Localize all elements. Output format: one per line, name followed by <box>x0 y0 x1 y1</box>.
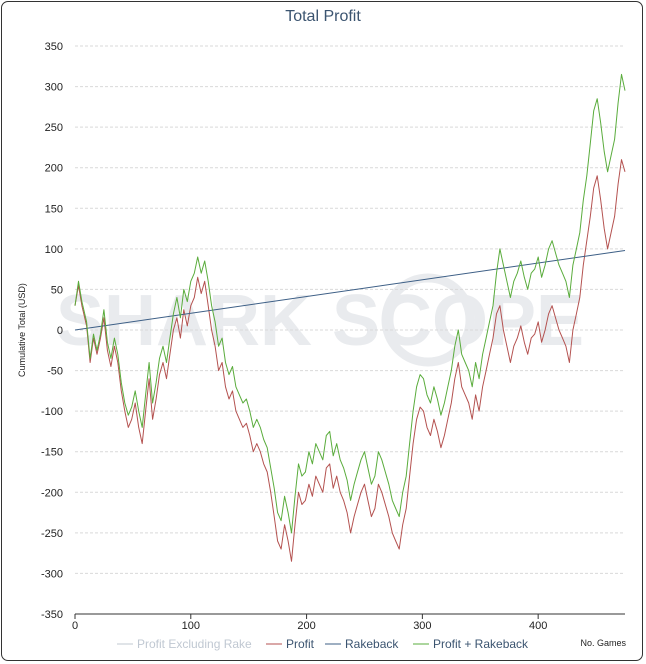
y-tick-label: -250 <box>41 528 63 540</box>
x-tick-label: 0 <box>72 620 78 632</box>
x-axis-label: No. Games <box>580 638 626 648</box>
y-tick-label: 0 <box>57 325 63 337</box>
series-line-profit <box>74 159 626 562</box>
y-tick-label: -150 <box>41 447 63 459</box>
axes: -350 -300 -250 -200 -150 -100 -50 0 50 100 150 200 2… <box>41 41 625 632</box>
y-tick-label: -50 <box>47 366 63 378</box>
y-tick-label: -100 <box>41 406 63 418</box>
chart-title: Total Profit <box>285 8 361 25</box>
y-tick-label: 300 <box>45 82 63 94</box>
y-tick-label: -300 <box>41 568 63 580</box>
y-axis-label: Cumulative Total (USD) <box>17 283 27 377</box>
legend-item-profit-excluding-rake[interactable]: Profit Excluding Rake <box>137 637 252 651</box>
legend-item-rakeback[interactable]: Rakeback <box>345 637 399 651</box>
x-tick-label: 300 <box>413 620 431 632</box>
y-tick-label: 50 <box>51 284 63 296</box>
y-tick-label: 100 <box>45 244 63 256</box>
y-tick-label: 250 <box>45 122 63 134</box>
legend: Profit Excluding Rake Profit Rakeback Profi… <box>117 637 529 651</box>
legend-item-profit[interactable]: Profit <box>286 637 315 651</box>
x-tick-label: 200 <box>297 620 315 632</box>
y-tick-label: 350 <box>45 41 63 53</box>
legend-item-profit-rakeback[interactable]: Profit + Rakeback <box>433 637 529 651</box>
y-tick-label: 150 <box>45 203 63 215</box>
y-tick-label: -200 <box>41 487 63 499</box>
y-tick-label: -350 <box>41 609 63 621</box>
x-tick-label: 100 <box>182 620 200 632</box>
series-layer <box>74 73 626 562</box>
series-line-profit-rakeback <box>74 73 626 534</box>
watermark-ring-icon <box>381 273 475 367</box>
series-line-rakeback <box>74 250 626 331</box>
grid-lines <box>75 45 625 574</box>
x-tick-label: 400 <box>529 620 547 632</box>
y-tick-label: 200 <box>45 163 63 175</box>
